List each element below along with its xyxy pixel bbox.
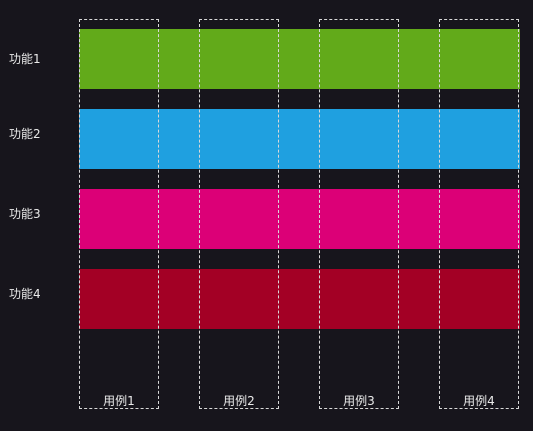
feature-band-4: [79, 269, 520, 329]
feature-label-4: 功能4: [9, 287, 41, 301]
feature-band-1: [79, 29, 520, 89]
feature-label-2: 功能2: [9, 127, 41, 141]
usecase-label-2: 用例2: [223, 394, 255, 408]
feature-band-3: [79, 189, 520, 249]
feature-label-3: 功能3: [9, 207, 41, 221]
usecase-label-3: 用例3: [343, 394, 375, 408]
feature-label-1: 功能1: [9, 52, 41, 66]
usecase-label-1: 用例1: [103, 394, 135, 408]
usecase-label-4: 用例4: [463, 394, 495, 408]
feature-band-2: [79, 109, 520, 169]
